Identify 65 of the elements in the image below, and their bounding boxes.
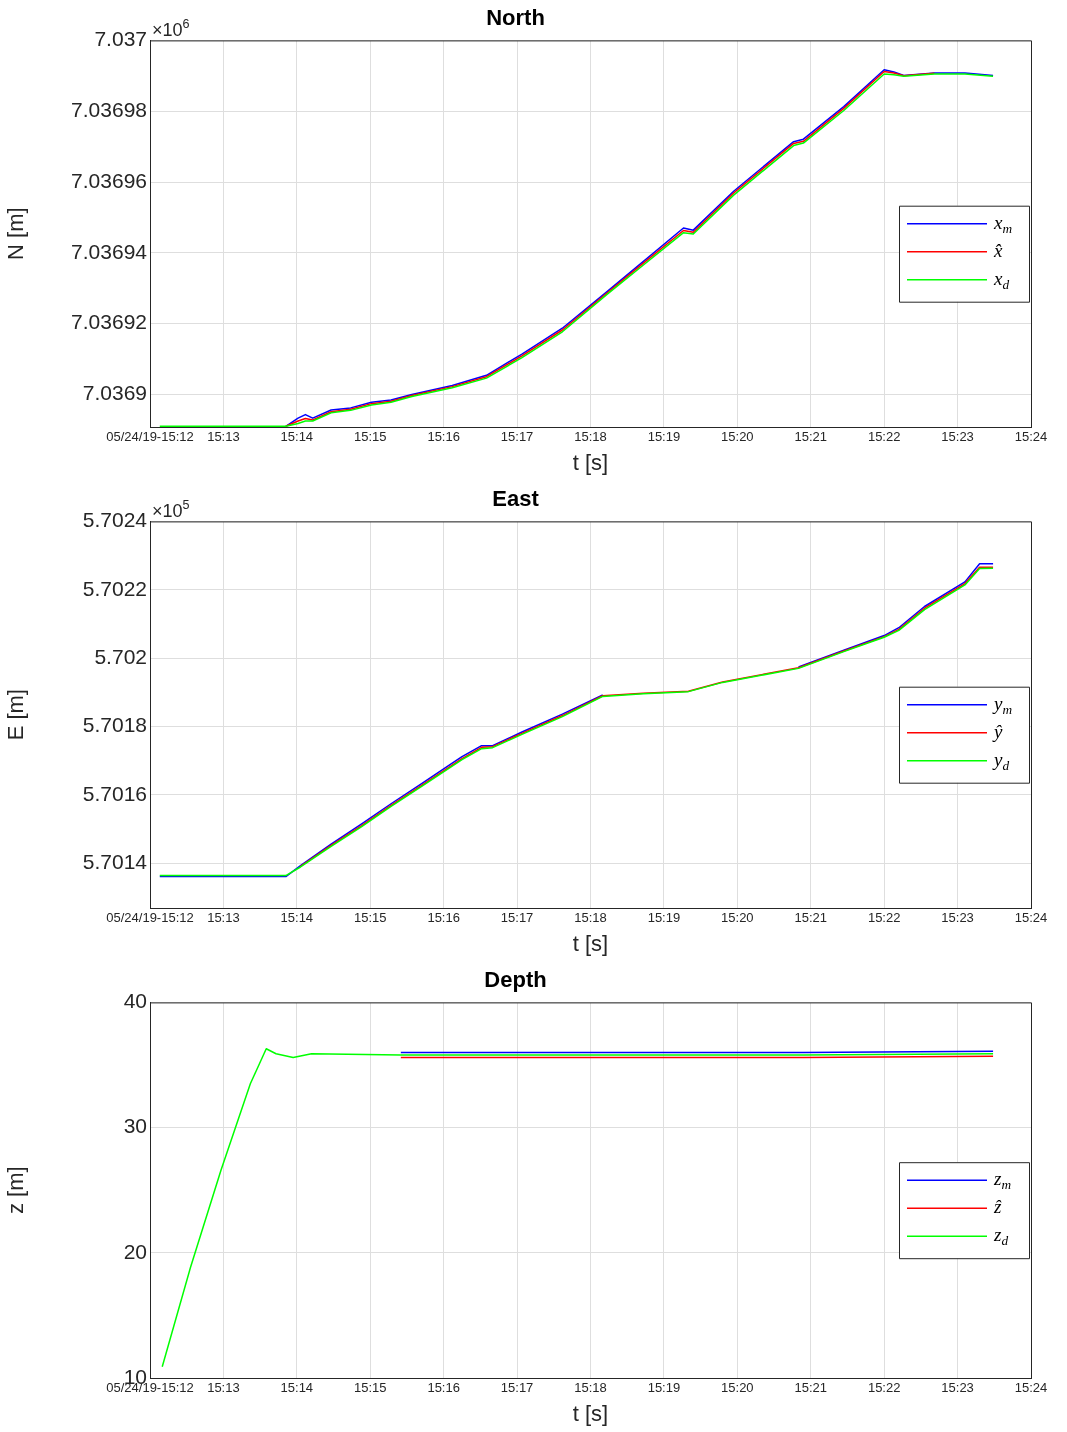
y-tick-label: 7.03692 [71,310,147,334]
y-axis-title: N [m] [3,207,29,260]
x-tick-label: 15:16 [427,1380,460,1396]
x-tick-label: 15:24 [1014,1380,1048,1396]
x-axis-title: t [s] [572,449,609,475]
x-tick-label: 15:22 [867,910,901,926]
x-tick-label: 15:17 [500,429,534,445]
x-tick-label: 05/24/19-15:12 [106,910,194,926]
y-tick-label: 5.7022 [82,576,147,600]
x-tick-label: 15:13 [207,1380,240,1396]
x-tick-label: 15:21 [794,910,828,926]
x-tick-label: 15:19 [647,429,681,445]
chart-title: East [492,486,540,512]
x-tick-label: 15:18 [574,429,607,445]
x-tick-label: 15:20 [721,910,754,926]
y-tick-label: 5.7016 [82,781,147,805]
chart-title: North [486,5,545,31]
x-tick-label: 15:24 [1014,910,1048,926]
x-tick-label: 15:14 [280,1380,314,1396]
y-tick-label: 7.0369 [82,381,147,405]
x-tick-label: 15:14 [280,429,314,445]
y-tick-label: 5.7014 [82,850,148,874]
x-tick-label: 15:20 [721,429,754,445]
x-axis-title: t [s] [572,1400,609,1426]
y-tick-label: 20 [123,1239,147,1263]
x-tick-label: 15:22 [867,1380,901,1396]
x-tick-label: 15:17 [500,910,534,926]
legend-label: ŷ [992,720,1003,742]
x-tick-label: 15:21 [794,429,828,445]
x-tick-label: 15:15 [353,1380,387,1396]
y-tick-label: 30 [123,1114,147,1138]
y-tick-label: 7.03696 [71,168,147,192]
x-tick-label: 15:16 [427,910,460,926]
x-tick-label: 15:13 [207,910,240,926]
x-tick-label: 15:22 [867,429,901,445]
x-tick-label: 15:15 [353,429,387,445]
y-tick-label: 7.03698 [71,98,147,121]
y-axis-title: z [m] [3,1166,29,1215]
legend-label: ẑ [993,1196,1002,1218]
x-tick-label: 15:19 [647,910,681,926]
x-tick-label: 15:19 [647,1380,681,1396]
legend-label: x̂ [993,239,1003,261]
x-tick-label: 15:14 [280,910,314,926]
x-tick-label: 05/24/19-15:12 [106,429,194,445]
y-tick-label: 7.037 [94,27,147,51]
y-tick-label: 5.7018 [82,713,147,737]
chart-title: Depth [484,967,547,993]
x-tick-label: 15:17 [500,1380,534,1396]
x-tick-label: 15:18 [574,910,607,926]
y-axis-title: E [m] [3,689,29,741]
x-tick-label: 15:24 [1014,429,1048,445]
x-tick-label: 15:15 [353,910,387,926]
x-tick-label: 15:23 [941,910,974,926]
x-tick-label: 15:23 [941,1380,974,1396]
y-tick-label: 5.7024 [82,508,148,532]
x-tick-label: 15:16 [427,429,460,445]
y-tick-label: 7.03694 [71,239,148,263]
x-tick-label: 15:21 [794,1380,828,1396]
x-tick-label: 15:18 [574,1380,607,1396]
y-tick-label: 40 [123,989,147,1013]
x-axis-title: t [s] [572,930,609,956]
x-tick-label: 15:13 [207,429,240,445]
x-tick-label: 15:23 [941,429,974,445]
y-tick-label: 5.702 [94,644,147,668]
x-tick-label: 15:20 [721,1380,754,1396]
